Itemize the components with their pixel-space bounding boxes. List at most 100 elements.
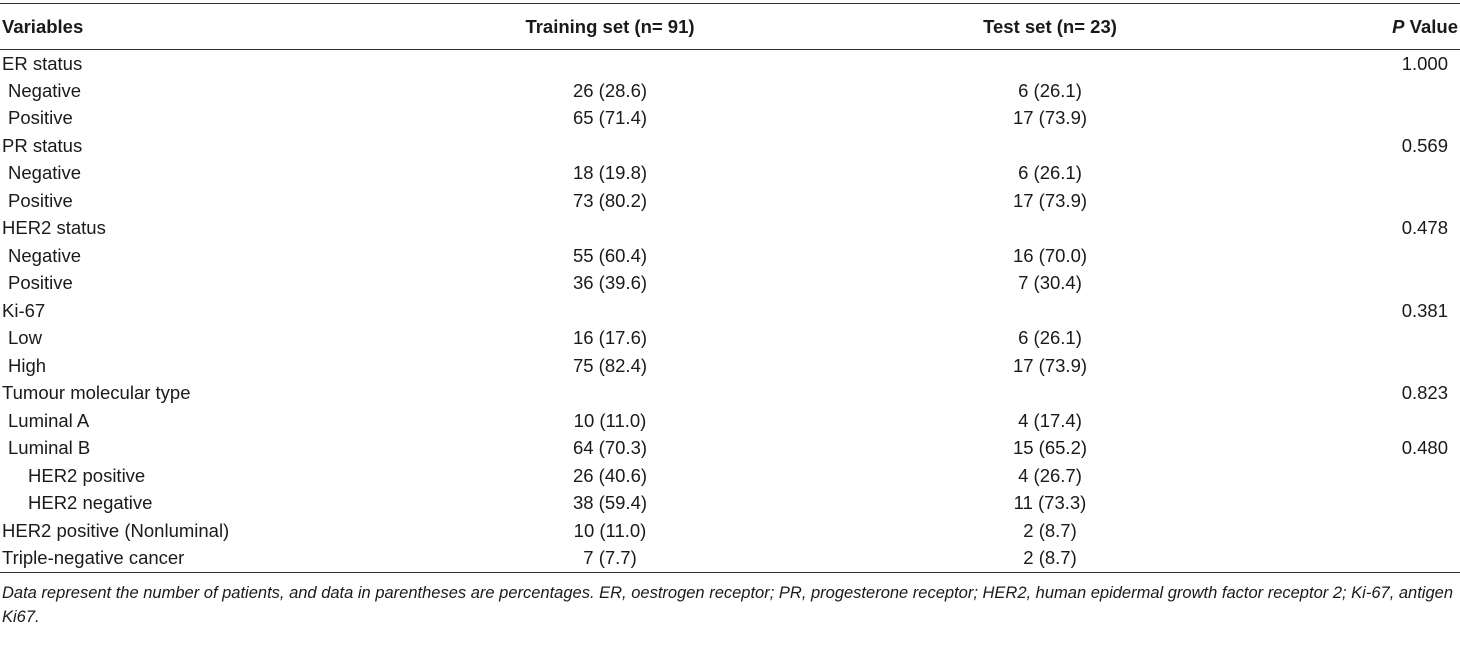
p-value-cell (1220, 407, 1460, 435)
training-set-cell (360, 297, 840, 325)
training-set-cell (360, 215, 840, 243)
table-row: High 75 (82.4) 17 (73.9) (0, 352, 1460, 380)
p-value-cell: 0.381 (1401, 299, 1448, 321)
training-set-cell: 10 (11.0) (573, 409, 647, 431)
variable-cell: Negative (8, 244, 82, 266)
test-set-cell: 7 (30.4) (1018, 272, 1082, 294)
p-value-cell (1220, 325, 1460, 353)
training-set-cell (360, 132, 840, 160)
variable-cell: HER2 positive (Nonluminal) (2, 519, 230, 541)
variable-cell: Negative (8, 162, 82, 184)
table-body: ER status 1.000 Negative 26 (28.6) 6 (26.1) P… (0, 50, 1460, 573)
training-set-cell: 38 (59.4) (572, 492, 648, 514)
variable-cell: High (8, 354, 47, 376)
table-row: ER status 1.000 (0, 50, 1460, 78)
table-row: PR status 0.569 (0, 132, 1460, 160)
training-set-cell: 36 (39.6) (572, 272, 648, 294)
test-set-cell: 16 (70.0) (1012, 244, 1088, 266)
variable-cell: Positive (8, 107, 73, 129)
p-value-cell (1220, 160, 1460, 188)
variable-cell: Low (8, 327, 42, 349)
training-set-cell: 18 (19.8) (572, 162, 648, 184)
header-row: Variables Training set (n= 91) Test set … (0, 3, 1460, 50)
test-set-cell (840, 50, 1220, 78)
variable-cell: Positive (8, 189, 73, 211)
test-set-cell: 11 (73.3) (1013, 492, 1087, 514)
training-set-cell: 75 (82.4) (572, 354, 648, 376)
table-row: Positive 36 (39.6) 7 (30.4) (0, 270, 1460, 298)
table-row: Positive 73 (80.2) 17 (73.9) (0, 187, 1460, 215)
test-set-cell (840, 297, 1220, 325)
p-value-cell: 0.478 (1401, 217, 1448, 239)
variable-cell: HER2 status (2, 217, 106, 239)
test-set-cell (840, 215, 1220, 243)
data-table: Variables Training set (n= 91) Test set … (0, 3, 1460, 573)
training-set-cell: 73 (80.2) (572, 189, 648, 211)
p-value-cell: 1.000 (1401, 52, 1448, 74)
header-p-italic: P (1392, 15, 1405, 37)
table-row: Luminal B 64 (70.3) 15 (65.2) 0.480 (0, 435, 1460, 463)
training-set-cell: 65 (71.4) (572, 107, 648, 129)
table-row: Negative 18 (19.8) 6 (26.1) (0, 160, 1460, 188)
variable-cell: ER status (2, 52, 83, 74)
variable-cell: PR status (2, 134, 83, 156)
header-training-set: Training set (n= 91) (360, 3, 840, 50)
table-row: Negative 55 (60.4) 16 (70.0) (0, 242, 1460, 270)
test-set-cell: 6 (26.1) (1018, 79, 1082, 101)
test-set-cell: 17 (73.9) (1012, 189, 1088, 211)
training-set-cell: 16 (17.6) (572, 327, 648, 349)
p-value-cell (1220, 462, 1460, 490)
test-set-cell: 15 (65.2) (1012, 437, 1088, 459)
p-value-cell (1220, 517, 1460, 545)
table-row: Ki-67 0.381 (0, 297, 1460, 325)
test-set-cell: 17 (73.9) (1012, 354, 1088, 376)
training-set-cell (360, 50, 840, 78)
p-value-cell (1220, 242, 1460, 270)
p-value-cell (1220, 77, 1460, 105)
variable-cell: HER2 negative (28, 492, 153, 514)
header-test-set: Test set (n= 23) (840, 3, 1220, 50)
table-row: Tumour molecular type 0.823 (0, 380, 1460, 408)
header-p-suffix: Value (1404, 15, 1458, 37)
variable-cell: Ki-67 (2, 299, 46, 321)
p-value-cell (1220, 352, 1460, 380)
table-row: HER2 negative 38 (59.4) 11 (73.3) (0, 490, 1460, 518)
training-set-cell (360, 380, 840, 408)
table-row: HER2 positive (Nonluminal) 10 (11.0) 2 (8.… (0, 517, 1460, 545)
training-set-cell: 64 (70.3) (572, 437, 648, 459)
variable-cell: Triple-negative cancer (0, 544, 360, 573)
table-container: Variables Training set (n= 91) Test set … (0, 3, 1460, 629)
training-set-cell: 26 (40.6) (572, 464, 648, 486)
table-row: Low 16 (17.6) 6 (26.1) (0, 325, 1460, 353)
variable-cell: HER2 positive (28, 464, 146, 486)
variable-cell: Positive (8, 272, 73, 294)
test-set-cell: 4 (17.4) (1018, 409, 1082, 431)
variable-cell: Luminal B (8, 437, 91, 459)
p-value-cell: 0.569 (1401, 134, 1448, 156)
variable-cell: Negative (8, 79, 82, 101)
p-value-cell: 0.480 (1401, 437, 1448, 459)
table-row: Positive 65 (71.4) 17 (73.9) (0, 105, 1460, 133)
p-value-cell (1220, 270, 1460, 298)
test-set-cell: 2 (8.7) (840, 544, 1220, 573)
table-row: Luminal A 10 (11.0) 4 (17.4) (0, 407, 1460, 435)
table-footnote: Data represent the number of patients, a… (2, 583, 1453, 626)
test-set-cell: 2 (8.7) (1023, 519, 1077, 541)
test-set-cell (840, 132, 1220, 160)
header-p-value: P Value (1220, 3, 1460, 50)
training-set-cell: 7 (7.7) (360, 544, 840, 573)
test-set-cell: 4 (26.7) (1018, 464, 1082, 486)
variable-cell: Tumour molecular type (2, 382, 191, 404)
p-value-cell (1220, 490, 1460, 518)
table-row: Negative 26 (28.6) 6 (26.1) (0, 77, 1460, 105)
variable-cell: Luminal A (8, 409, 90, 431)
p-value-cell (1220, 187, 1460, 215)
table-row: HER2 positive 26 (40.6) 4 (26.7) (0, 462, 1460, 490)
test-set-cell (840, 380, 1220, 408)
table-row: Triple-negative cancer 7 (7.7) 2 (8.7) (0, 544, 1460, 573)
p-value-cell (1220, 544, 1460, 573)
training-set-cell: 55 (60.4) (572, 244, 648, 266)
p-value-cell: 0.823 (1401, 382, 1448, 404)
test-set-cell: 6 (26.1) (1018, 162, 1082, 184)
test-set-cell: 6 (26.1) (1018, 327, 1082, 349)
